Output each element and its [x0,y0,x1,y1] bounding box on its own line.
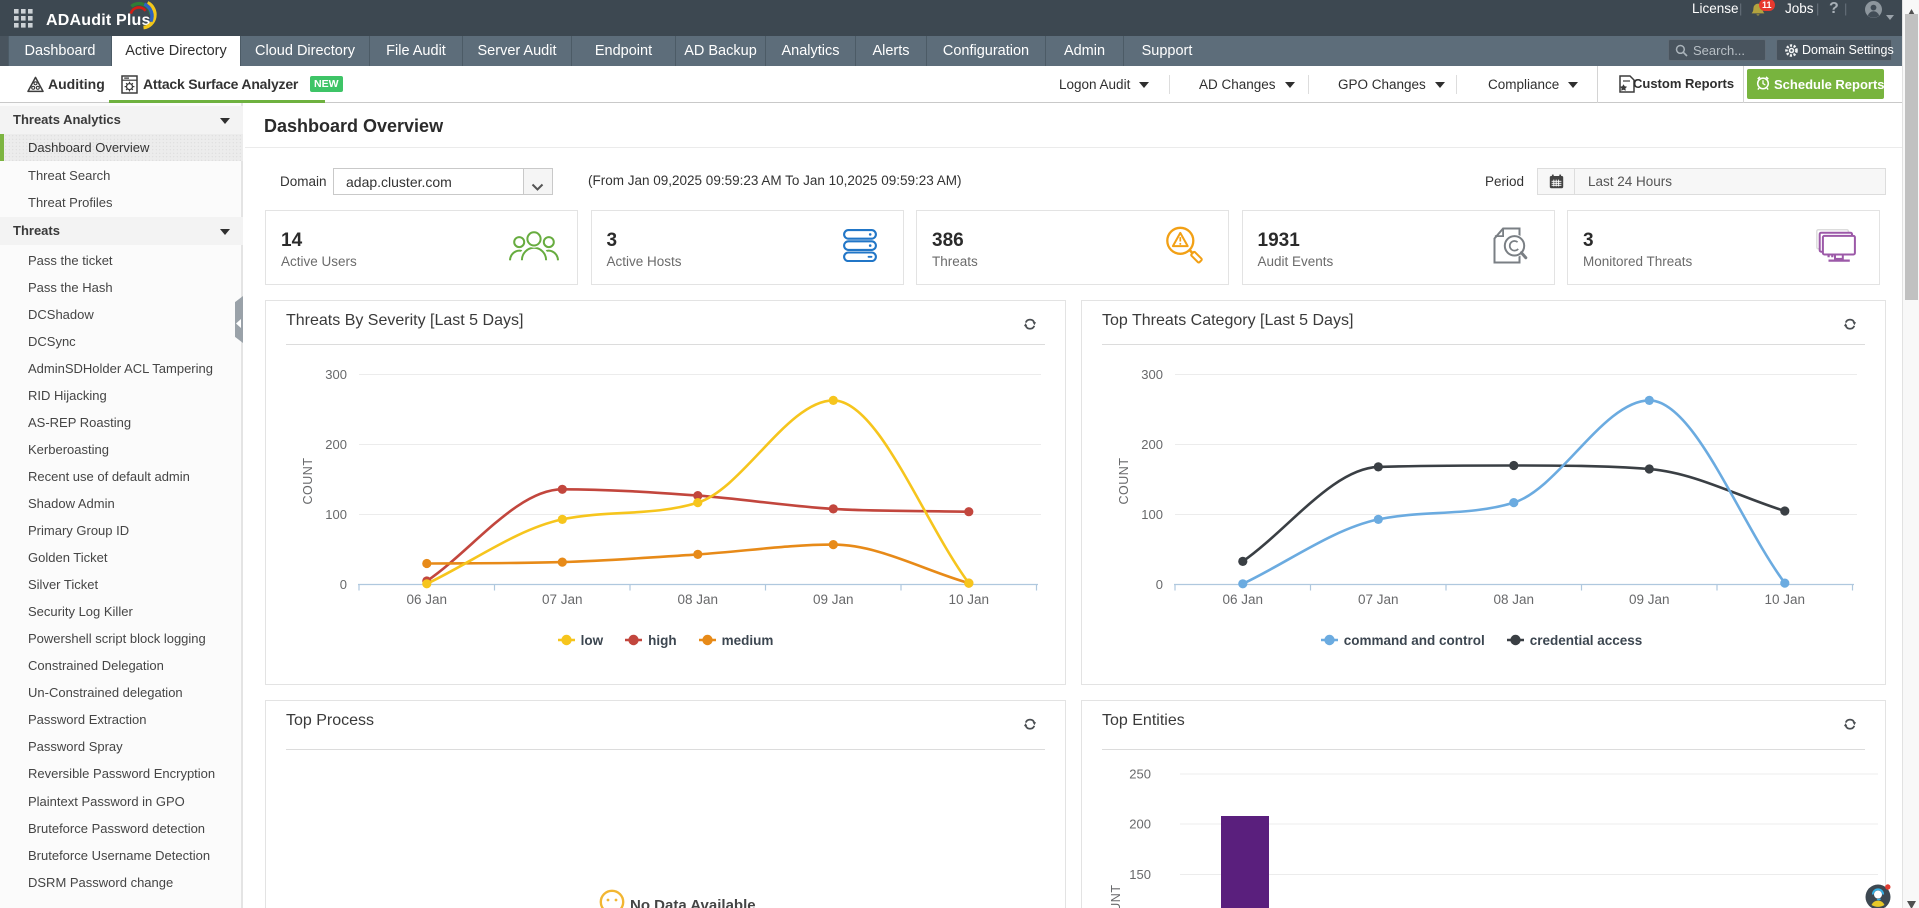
svg-text:COUNT: COUNT [1117,458,1131,505]
svg-text:08 Jan: 08 Jan [678,592,719,607]
svg-text:200: 200 [1141,437,1163,452]
svg-text:0: 0 [1156,577,1163,592]
svg-text:150: 150 [1129,867,1151,882]
svg-text:06 Jan: 06 Jan [1223,592,1264,607]
svg-text:300: 300 [1141,367,1163,382]
svg-text:300: 300 [325,367,347,382]
svg-text:09 Jan: 09 Jan [813,592,854,607]
svg-text:200: 200 [325,437,347,452]
svg-text:100: 100 [325,507,347,522]
svg-text:200: 200 [1129,817,1151,832]
svg-text:COUNT: COUNT [301,458,315,505]
svg-text:08 Jan: 08 Jan [1494,592,1535,607]
svg-text:09 Jan: 09 Jan [1629,592,1670,607]
svg-text:100: 100 [1141,507,1163,522]
svg-text:250: 250 [1129,767,1151,782]
svg-text:COUNT: COUNT [1109,885,1123,908]
svg-text:10 Jan: 10 Jan [949,592,990,607]
svg-text:10 Jan: 10 Jan [1765,592,1806,607]
svg-text:07 Jan: 07 Jan [542,592,583,607]
svg-text:0: 0 [340,577,347,592]
svg-text:06 Jan: 06 Jan [407,592,448,607]
svg-text:07 Jan: 07 Jan [1358,592,1399,607]
